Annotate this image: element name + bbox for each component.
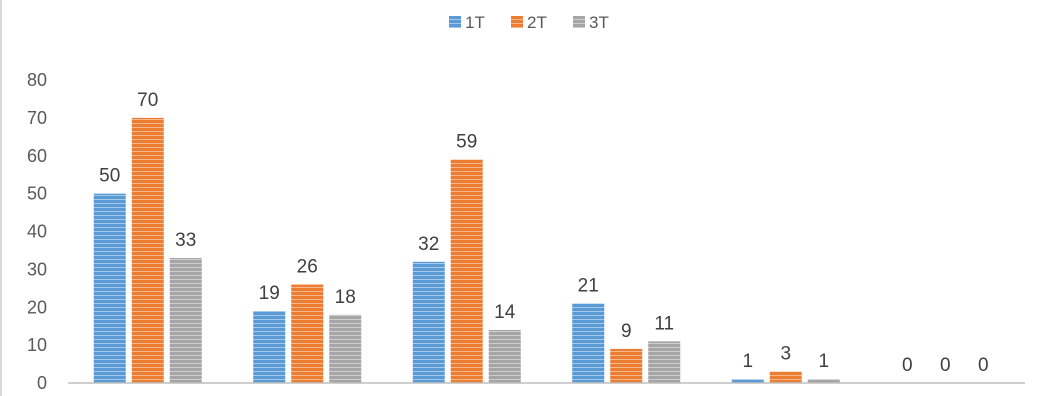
bar-3T-cat2 <box>329 314 362 383</box>
y-tick-label: 50 <box>27 184 47 204</box>
legend-label: 2T <box>527 13 547 32</box>
y-tick-label: 40 <box>27 222 47 242</box>
legend-swatch <box>573 16 585 28</box>
legend-label: 1T <box>465 13 485 32</box>
bar-2T-cat1 <box>131 117 164 383</box>
bar-1T-cat2 <box>253 311 286 383</box>
y-axis: 0 10 20 30 40 50 60 70 80 <box>27 70 47 393</box>
data-label: 32 <box>418 234 439 255</box>
data-label: 0 <box>902 355 913 376</box>
y-tick-label: 20 <box>27 297 47 317</box>
bar-2T-cat3 <box>450 159 483 383</box>
legend-swatch <box>449 16 461 28</box>
bar-1T-cat3 <box>412 261 445 383</box>
bar-2T-cat2 <box>291 284 324 383</box>
y-tick-label: 70 <box>27 108 47 128</box>
bar-3T-cat5 <box>807 379 840 383</box>
data-label: 21 <box>578 275 599 296</box>
data-label: 70 <box>137 90 158 111</box>
y-tick-label: 60 <box>27 146 47 166</box>
bar-2T-cat5 <box>769 371 802 383</box>
data-label: 33 <box>175 230 196 251</box>
bar-3T-cat4 <box>648 341 681 383</box>
chart-frame-edge <box>0 0 2 396</box>
legend-swatch <box>511 16 523 28</box>
data-label: 26 <box>297 257 318 278</box>
bar-1T-cat4 <box>572 303 605 383</box>
bar-2T-cat4 <box>610 348 643 383</box>
data-label: 11 <box>654 313 674 334</box>
bar-1T-cat1 <box>93 193 126 383</box>
bar-1T-cat5 <box>731 379 764 383</box>
bar-3T-cat1 <box>169 258 202 383</box>
data-label: 1 <box>818 351 829 372</box>
legend-label: 3T <box>589 13 609 32</box>
y-tick-label: 10 <box>27 335 47 355</box>
bar-3T-cat3 <box>488 329 521 383</box>
data-label: 19 <box>259 283 280 304</box>
data-label: 18 <box>335 287 356 308</box>
data-label: 50 <box>99 166 120 187</box>
data-label: 59 <box>456 132 477 153</box>
data-label: 9 <box>621 321 632 342</box>
y-tick-label: 30 <box>27 259 47 279</box>
legend: 1T 2T 3T <box>449 13 609 32</box>
data-label: 3 <box>780 344 791 365</box>
y-tick-label: 80 <box>27 70 47 90</box>
data-label: 1 <box>742 351 753 372</box>
data-label: 0 <box>978 355 989 376</box>
y-tick-label: 0 <box>37 373 47 393</box>
data-label: 14 <box>494 302 516 323</box>
bars <box>93 117 840 383</box>
data-label: 0 <box>940 355 951 376</box>
